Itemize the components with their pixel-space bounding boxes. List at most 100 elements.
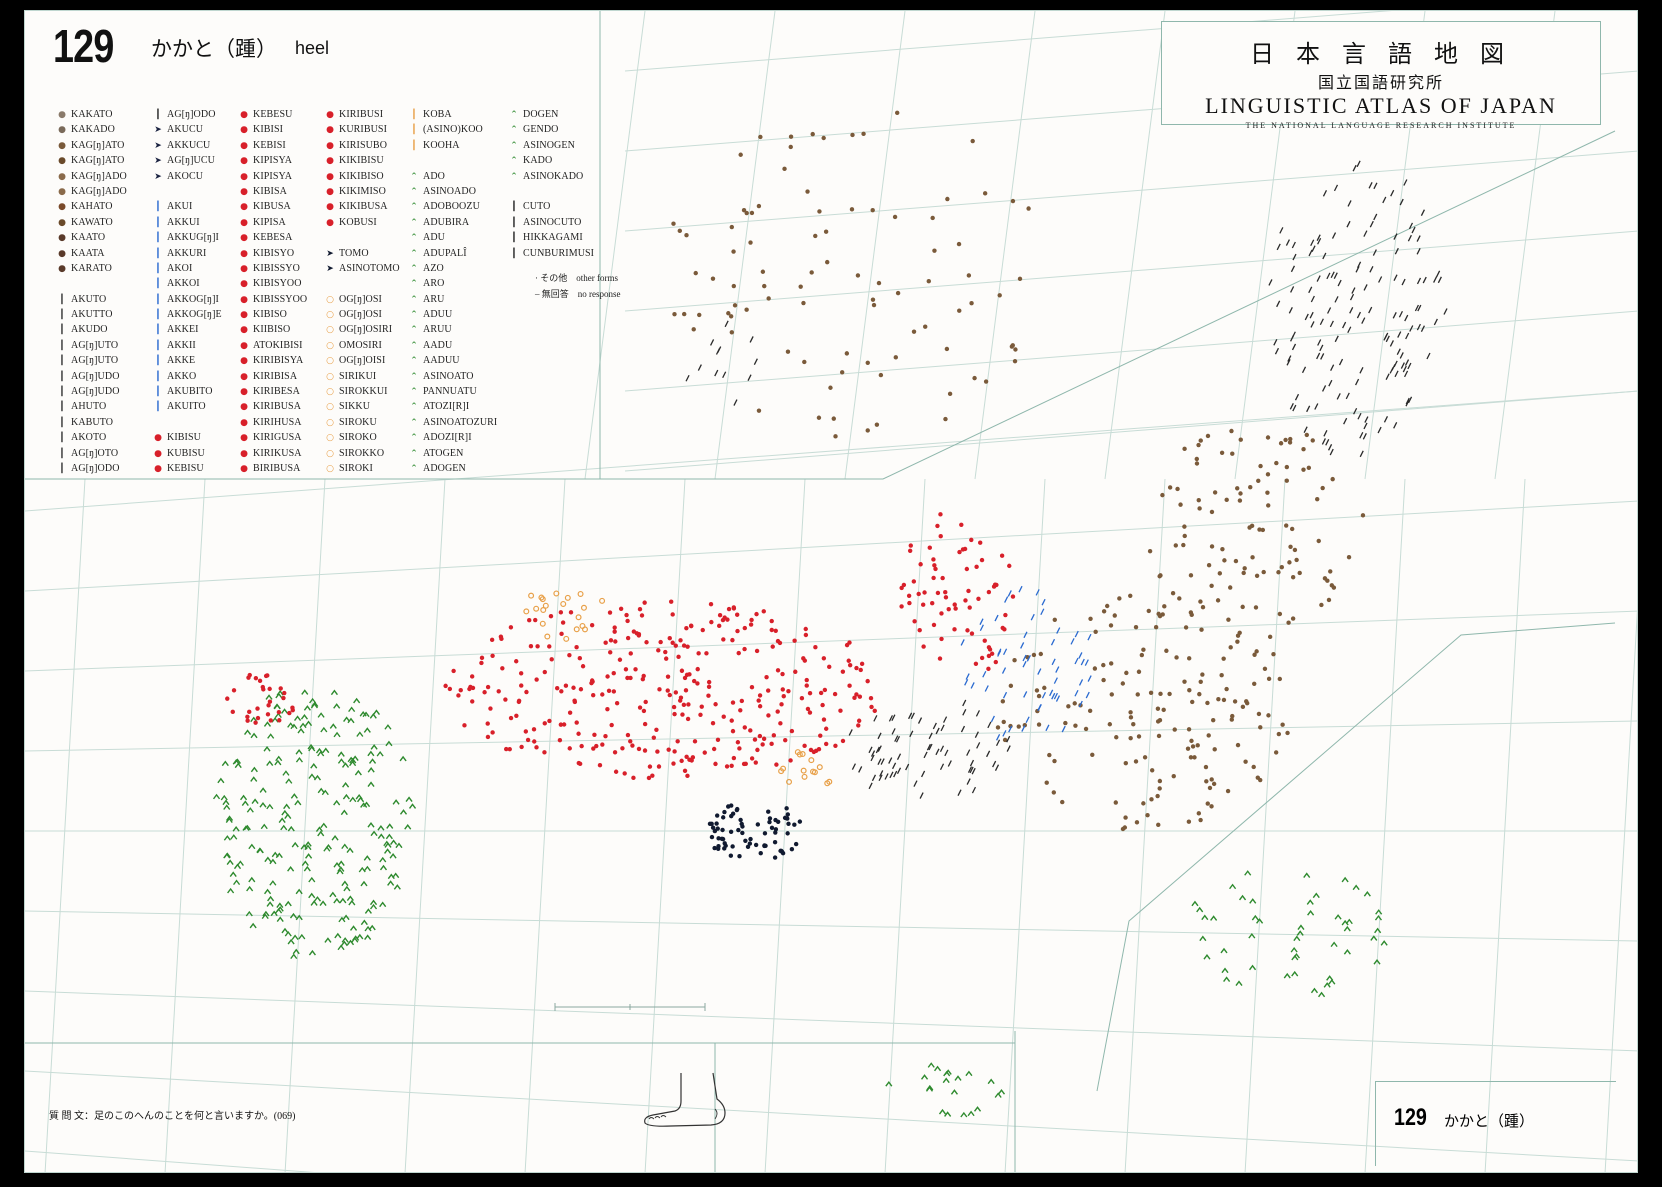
legend-symbol-icon: ┃ (155, 402, 161, 413)
response-marker (706, 679, 712, 685)
response-marker (722, 846, 727, 851)
response-marker (1001, 667, 1007, 674)
legend-symbol-icon: ⌃ (410, 310, 418, 321)
response-marker (722, 841, 727, 846)
legend-label: AZO (423, 262, 444, 274)
legend-item: ● KEBISI (235, 138, 307, 153)
legend-label: ADUBIRA (423, 216, 470, 228)
legend-label: KAG[ŋ]ATO (71, 155, 125, 167)
legend-label: KIBISO (253, 309, 287, 321)
legend-item: ● KIBISYO (235, 246, 307, 261)
legend-item: ⌃ ARU (405, 292, 497, 307)
legend-label: SIKKU (339, 401, 371, 413)
response-marker (618, 606, 624, 611)
response-marker (969, 631, 975, 636)
legend-label: KEBISU (167, 462, 204, 474)
response-marker (1186, 656, 1192, 661)
response-marker (1073, 723, 1078, 728)
response-marker (927, 1062, 935, 1068)
response-marker (788, 144, 793, 150)
response-marker (1273, 339, 1278, 346)
response-marker (405, 796, 413, 802)
legend-item: ⌃ ADOZI[R]I (405, 430, 497, 445)
response-marker (1278, 441, 1284, 446)
response-marker (1338, 358, 1344, 366)
legend-symbol-icon: ● (240, 433, 248, 444)
response-marker (317, 750, 325, 757)
legend-label: KIKIBISO (339, 170, 384, 182)
response-marker (1004, 596, 1009, 603)
legend-symbol-icon: ⌃ (410, 233, 418, 244)
response-marker (519, 744, 524, 750)
legend-item: ┃ AKKURI (149, 246, 222, 261)
response-marker (1248, 485, 1253, 490)
response-marker (317, 712, 325, 718)
response-marker (1139, 652, 1145, 658)
response-marker (355, 793, 363, 800)
response-marker (363, 855, 371, 861)
legend-symbol-icon: ○ (326, 356, 334, 367)
legend-label: AG[ŋ]UDO (71, 386, 120, 398)
response-marker (1287, 355, 1292, 362)
response-marker (813, 645, 818, 650)
response-marker (1341, 876, 1349, 883)
response-marker (1336, 393, 1341, 400)
response-marker (786, 688, 791, 694)
legend-item: ┃ AG[ŋ]UDO (53, 384, 127, 399)
response-marker (334, 932, 342, 939)
legend-label: AKKOI (167, 278, 200, 290)
response-marker (670, 612, 675, 617)
legend-item: ● KAG[ŋ]ADO (53, 184, 127, 199)
legend-label: ARUU (423, 324, 452, 336)
legend-item: ⌃ ARUU (405, 322, 497, 337)
response-marker (573, 626, 580, 633)
legend-item: ┃ KABUTO (53, 415, 127, 430)
response-marker (1206, 563, 1212, 568)
response-marker (313, 774, 322, 781)
response-marker (957, 308, 962, 313)
response-marker (1329, 320, 1334, 328)
response-marker (780, 671, 785, 677)
response-marker (577, 590, 584, 597)
response-marker (709, 619, 714, 625)
response-marker (818, 690, 824, 696)
legend-item (321, 276, 400, 291)
response-marker (1380, 940, 1388, 946)
legend-symbol-icon: ┃ (155, 217, 161, 228)
response-marker (470, 699, 475, 704)
legend-symbol-icon: ○ (326, 325, 334, 336)
response-marker (650, 773, 655, 778)
atlas-title-box: 日 本 言 語 地 図 国立国語研究所 LINGUISTIC ATLAS OF … (1161, 21, 1601, 130)
legend-symbol-icon: ⌃ (510, 171, 518, 182)
legend-symbol-icon: ┃ (59, 310, 65, 321)
response-marker (939, 745, 945, 753)
response-marker (250, 732, 258, 739)
response-marker (1026, 206, 1031, 211)
response-marker (269, 880, 277, 886)
response-marker (833, 434, 838, 439)
response-marker (1325, 439, 1330, 446)
response-marker (308, 773, 316, 779)
response-marker (333, 861, 341, 868)
response-marker (230, 709, 235, 715)
response-marker (1290, 286, 1295, 293)
response-marker (1420, 325, 1426, 332)
response-marker (938, 1108, 947, 1115)
legend-item: ● KIRIBISYA (235, 353, 307, 368)
response-marker (1266, 676, 1272, 682)
legend-symbol-icon: ➤ (154, 125, 162, 136)
response-marker (1327, 307, 1332, 314)
legend-symbol-icon: ┃ (59, 433, 65, 444)
response-marker (646, 775, 652, 781)
response-marker (1321, 438, 1326, 445)
response-marker (1398, 310, 1404, 318)
response-marker (1199, 627, 1204, 632)
response-marker (973, 1106, 982, 1112)
response-marker (1205, 433, 1211, 439)
response-marker (714, 369, 719, 377)
bottom-title-box: 129 かかと（踵） (1375, 1081, 1616, 1166)
map-canvas[interactable] (25, 11, 1638, 1173)
response-marker (1224, 497, 1229, 503)
response-marker (341, 880, 349, 887)
grid-line (624, 390, 1637, 472)
